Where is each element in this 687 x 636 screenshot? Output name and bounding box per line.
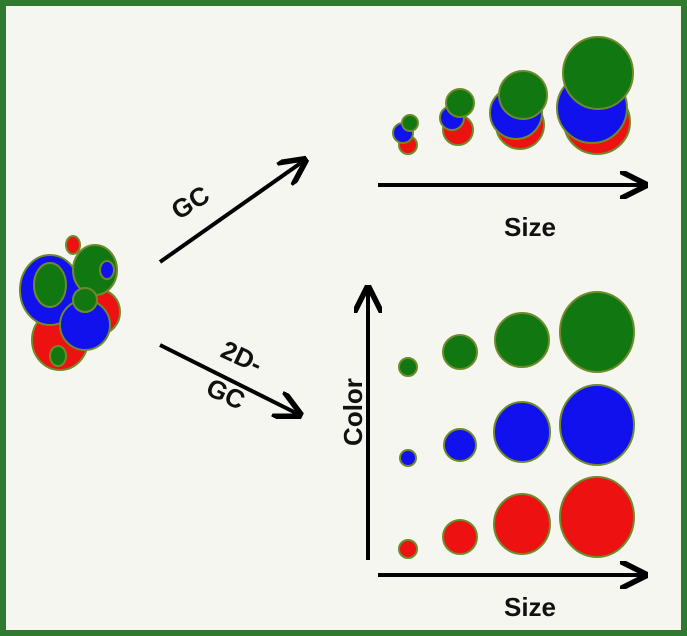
- axis-label: Color: [338, 378, 368, 446]
- 2d-gc-separation: Color Size: [338, 288, 645, 622]
- gc-separation: Size: [378, 36, 645, 242]
- axis-label: Size: [504, 212, 556, 242]
- axis-label: Size: [504, 592, 556, 622]
- mixture-blob: [19, 235, 121, 371]
